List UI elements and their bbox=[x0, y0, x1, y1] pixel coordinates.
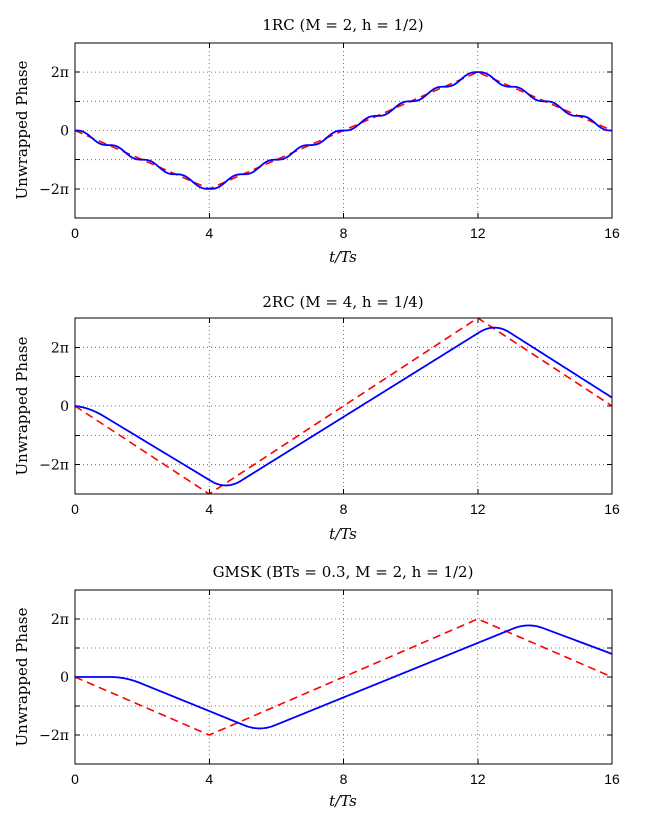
x-tick-label: 16 bbox=[604, 501, 620, 517]
x-axis-label: t/Ts bbox=[329, 248, 357, 266]
chart-2rc: 2RC (M = 4, h = 1/4) 0 4 8 12 16 −2π 0 2π t/Ts… bbox=[13, 293, 620, 543]
y-tick-labels: −2π 0 2π bbox=[39, 612, 69, 744]
y-tick-label: 2π bbox=[51, 65, 69, 81]
y-tick-label: 0 bbox=[60, 670, 69, 686]
x-tick-labels: 0 4 8 12 16 bbox=[71, 501, 620, 517]
y-tick-label: −2π bbox=[39, 182, 69, 198]
y-axis-label: Unwrapped Phase bbox=[13, 336, 31, 475]
x-tick-label: 4 bbox=[205, 501, 213, 517]
y-tick-labels: −2π 0 2π bbox=[39, 65, 69, 198]
x-tick-label: 0 bbox=[71, 501, 79, 517]
reference-line bbox=[75, 618, 612, 736]
plot-frame bbox=[74, 589, 613, 765]
y-tick-label: 2π bbox=[51, 340, 69, 356]
chart-title: 2RC (M = 4, h = 1/4) bbox=[262, 293, 423, 311]
phase-line bbox=[75, 624, 612, 730]
x-tick-label: 8 bbox=[340, 225, 348, 241]
x-tick-label: 4 bbox=[205, 771, 213, 787]
chart-1rc: 1RC (M = 2, h = 1/2) 0 4 8 12 16 −2π 0 2π t/Ts… bbox=[13, 16, 620, 266]
chart-gmsk: GMSK (BTs = 0.3, M = 2, h = 1/2) 0 4 8 12 16… bbox=[13, 563, 620, 810]
x-tick-label: 12 bbox=[470, 225, 486, 241]
x-tick-label: 0 bbox=[71, 225, 79, 241]
x-tick-labels: 0 4 8 12 16 bbox=[71, 225, 620, 241]
y-tick-label: −2π bbox=[39, 458, 69, 474]
series bbox=[75, 318, 612, 494]
y-axis-label: Unwrapped Phase bbox=[13, 607, 31, 746]
chart-title: GMSK (BTs = 0.3, M = 2, h = 1/2) bbox=[213, 563, 474, 581]
y-tick-labels: −2π 0 2π bbox=[39, 340, 69, 473]
x-axis-label: t/Ts bbox=[329, 525, 357, 543]
series bbox=[75, 618, 612, 736]
x-tick-label: 16 bbox=[604, 771, 620, 787]
reference-line bbox=[75, 318, 612, 494]
phase-line bbox=[75, 71, 612, 190]
x-tick-label: 12 bbox=[470, 771, 486, 787]
x-axis-label: t/Ts bbox=[329, 792, 357, 810]
x-tick-label: 8 bbox=[340, 501, 348, 517]
plot-frame bbox=[74, 42, 613, 219]
series bbox=[75, 71, 612, 190]
x-tick-label: 16 bbox=[604, 225, 620, 241]
x-tick-labels: 0 4 8 12 16 bbox=[71, 771, 620, 787]
x-tick-label: 8 bbox=[340, 771, 348, 787]
y-tick-label: 0 bbox=[60, 124, 69, 140]
grid bbox=[75, 318, 612, 494]
phase-line bbox=[75, 326, 612, 487]
chart-title: 1RC (M = 2, h = 1/2) bbox=[262, 16, 423, 34]
y-tick-label: 0 bbox=[60, 399, 69, 415]
y-tick-label: 2π bbox=[51, 612, 69, 628]
x-tick-label: 4 bbox=[205, 225, 213, 241]
x-tick-label: 0 bbox=[71, 771, 79, 787]
y-axis-label: Unwrapped Phase bbox=[13, 60, 31, 199]
y-tick-label: −2π bbox=[39, 728, 69, 744]
plot-frame bbox=[74, 317, 613, 495]
ticks bbox=[74, 590, 613, 764]
x-tick-label: 12 bbox=[470, 501, 486, 517]
